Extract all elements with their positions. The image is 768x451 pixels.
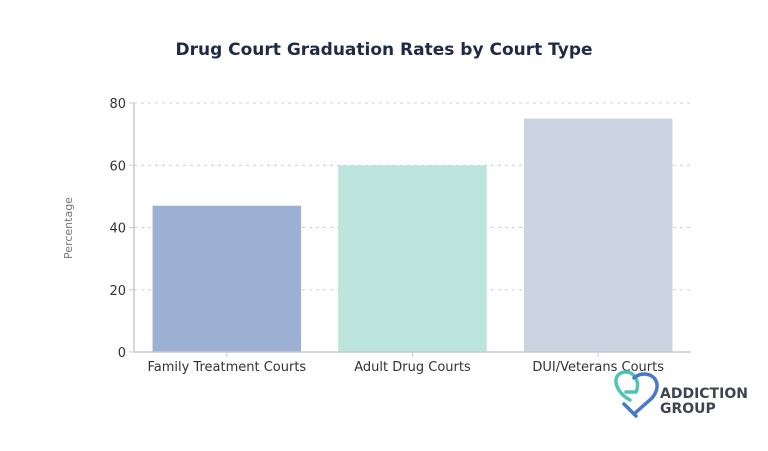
y-tick-labels: 0 20 40 60 80	[109, 97, 126, 361]
logo-text-line1: ADDICTION	[660, 386, 748, 402]
axes	[133, 103, 691, 353]
x-tick-labels: Family Treatment Courts Adult Drug Courts…	[147, 360, 664, 375]
heart-logo-icon	[614, 370, 659, 418]
logo-text-line2: GROUP	[660, 401, 716, 417]
addiction-group-logo: ADDICTION GROUP	[614, 370, 748, 418]
x-tick-label: Adult Drug Courts	[354, 360, 471, 375]
y-tick-label: 80	[109, 97, 126, 112]
y-tick-label: 0	[118, 346, 126, 361]
bars	[152, 118, 673, 352]
y-tick-label: 60	[109, 159, 126, 174]
bar	[523, 118, 673, 352]
y-tick-label: 40	[109, 222, 126, 237]
y-axis-label: Percentage	[62, 197, 75, 259]
bar	[338, 165, 487, 352]
x-tick-label: Family Treatment Courts	[147, 360, 306, 375]
bar	[152, 205, 302, 352]
chart-title: Drug Court Graduation Rates by Court Typ…	[175, 40, 592, 60]
y-tick-label: 20	[109, 284, 126, 299]
